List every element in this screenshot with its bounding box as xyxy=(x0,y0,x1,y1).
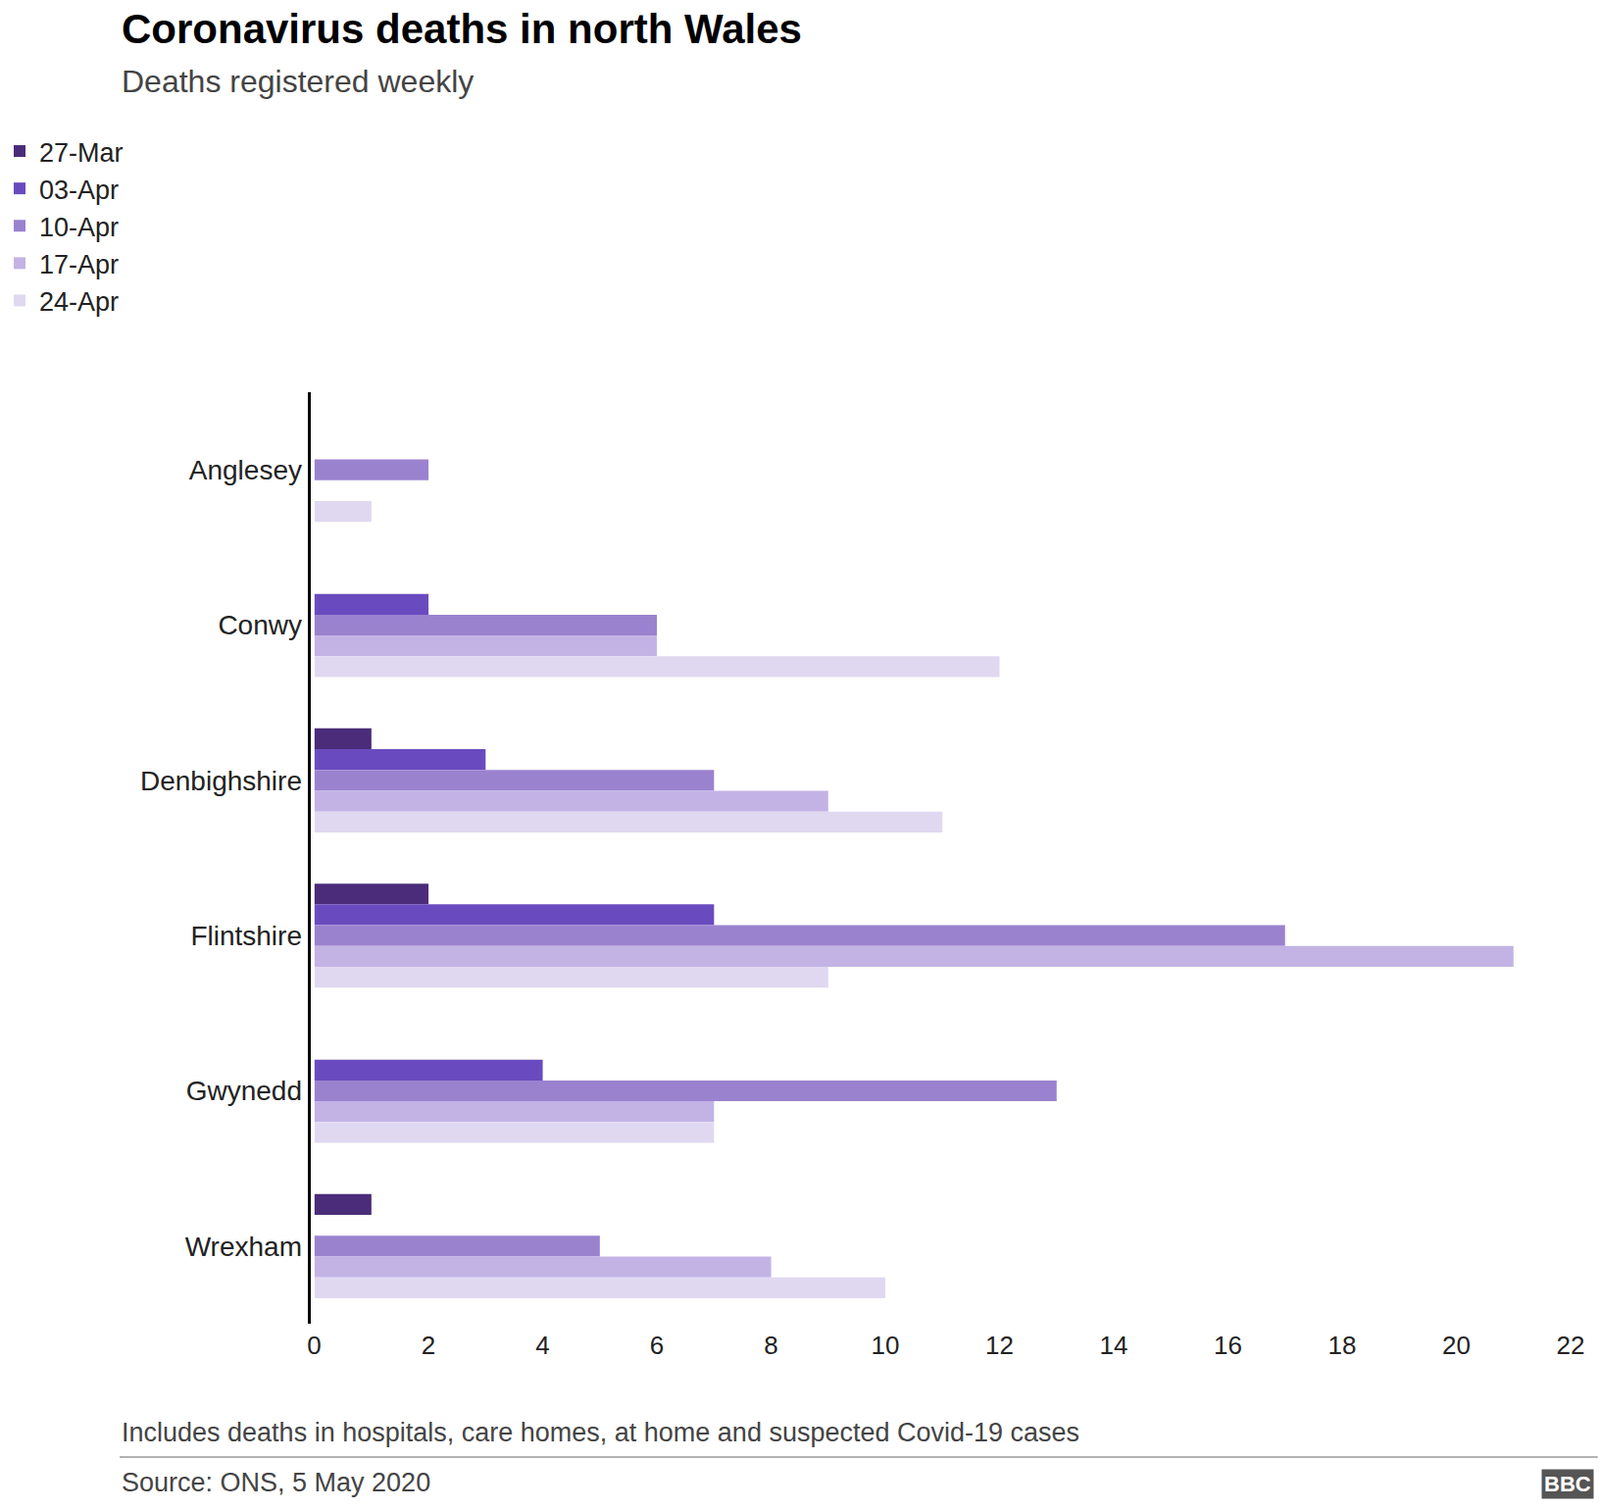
svg-text:10-Apr: 10-Apr xyxy=(39,212,119,243)
svg-text:BBC: BBC xyxy=(1544,1471,1592,1497)
svg-text:03-Apr: 03-Apr xyxy=(39,175,119,205)
svg-text:Coronavirus deaths in north Wa: Coronavirus deaths in north Wales xyxy=(121,5,802,52)
svg-text:2: 2 xyxy=(421,1330,436,1360)
svg-text:Source: ONS, 5 May 2020: Source: ONS, 5 May 2020 xyxy=(121,1467,431,1498)
svg-text:Denbighshire: Denbighshire xyxy=(140,765,302,797)
svg-text:17-Apr: 17-Apr xyxy=(39,250,119,280)
svg-text:Includes deaths in hospitals,: Includes deaths in hospitals, care homes… xyxy=(121,1417,1080,1448)
svg-text:4: 4 xyxy=(535,1330,550,1360)
svg-text:Anglesey: Anglesey xyxy=(189,454,302,486)
svg-text:6: 6 xyxy=(650,1330,664,1360)
svg-text:Conwy: Conwy xyxy=(217,609,302,641)
svg-text:18: 18 xyxy=(1328,1330,1357,1360)
svg-text:14: 14 xyxy=(1100,1330,1129,1360)
svg-text:Flintshire: Flintshire xyxy=(190,920,302,951)
svg-text:27-Mar: 27-Mar xyxy=(39,138,124,168)
svg-text:12: 12 xyxy=(985,1330,1014,1360)
svg-text:24-Apr: 24-Apr xyxy=(39,287,119,317)
svg-text:Gwynedd: Gwynedd xyxy=(186,1075,302,1106)
svg-text:20: 20 xyxy=(1442,1330,1471,1360)
svg-text:Deaths registered weekly: Deaths registered weekly xyxy=(121,63,474,100)
svg-text:22: 22 xyxy=(1556,1330,1586,1360)
svg-text:Wrexham: Wrexham xyxy=(185,1231,302,1262)
svg-text:10: 10 xyxy=(871,1330,900,1360)
svg-text:0: 0 xyxy=(306,1330,321,1360)
svg-text:8: 8 xyxy=(763,1330,778,1360)
svg-text:16: 16 xyxy=(1213,1330,1243,1360)
